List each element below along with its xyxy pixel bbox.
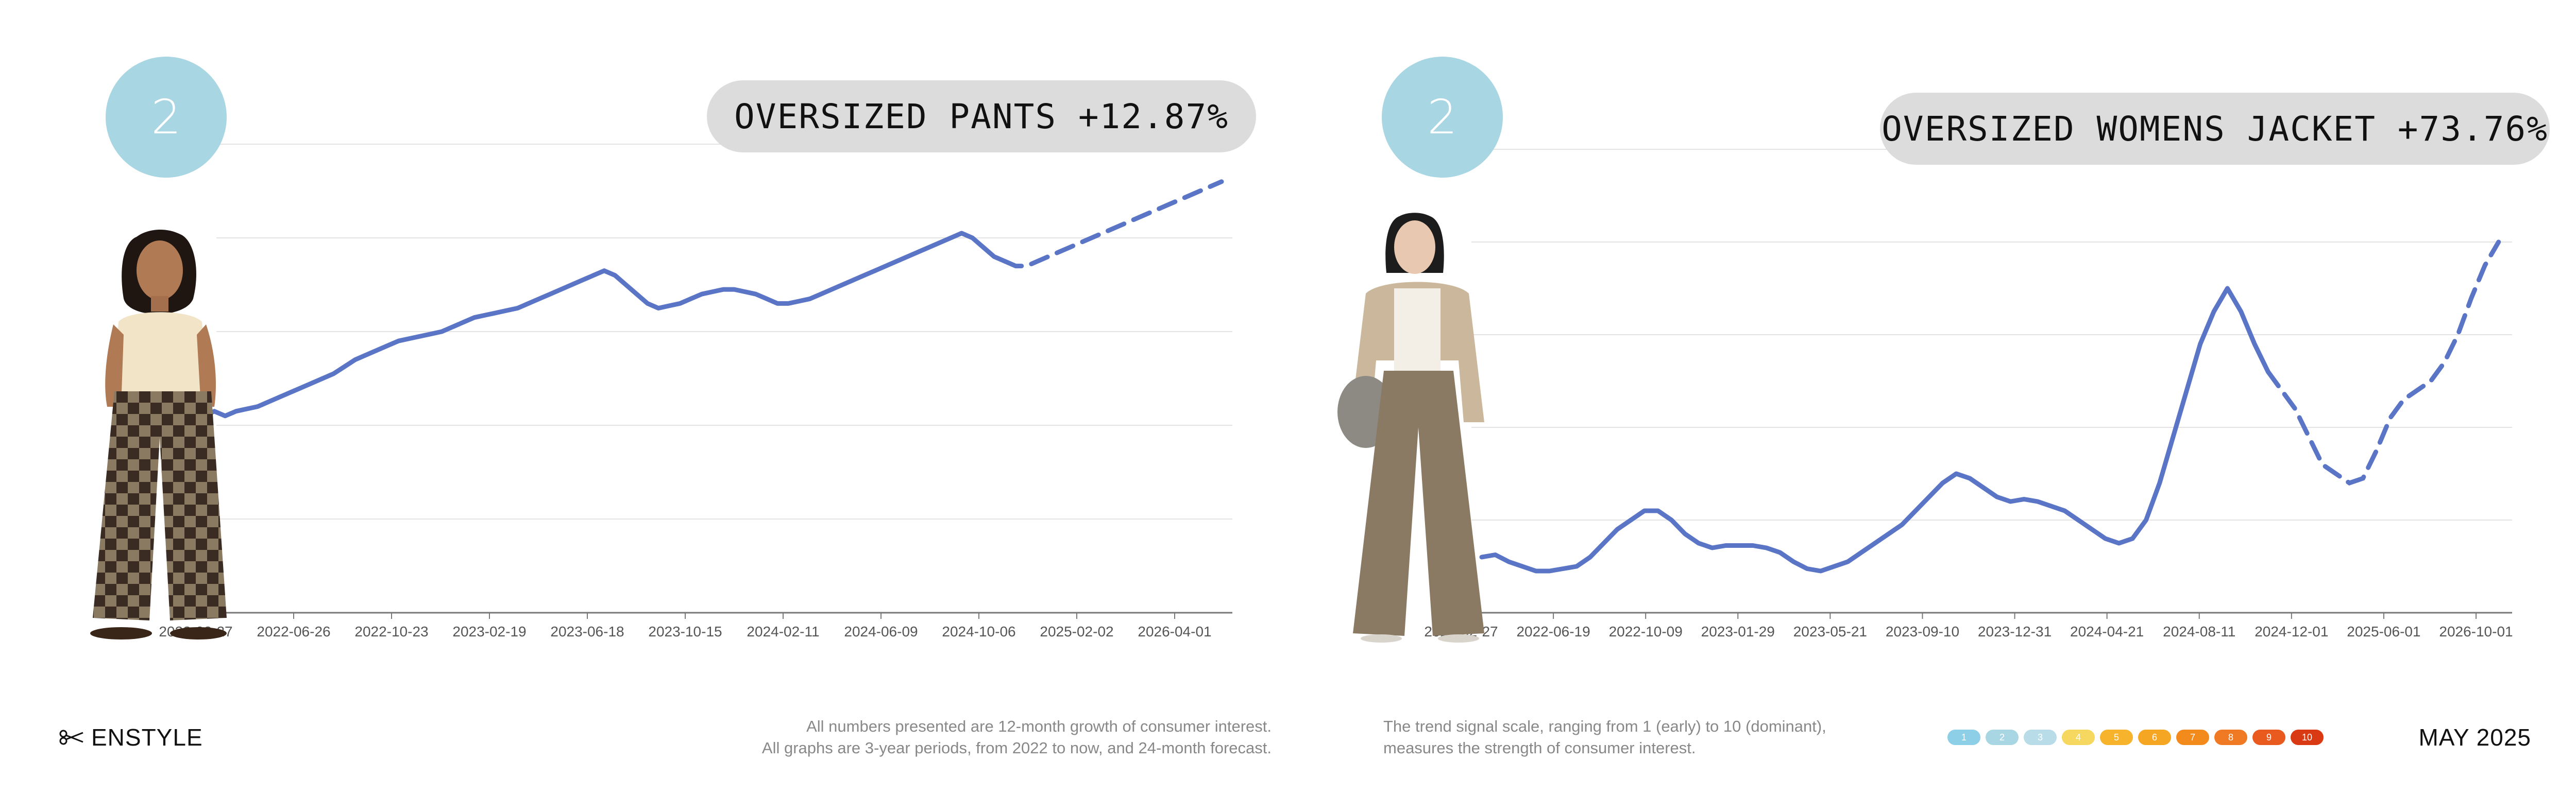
x-tick-label: 2026-04-01 (1138, 624, 1211, 640)
report-date: MAY 2025 (2418, 724, 2531, 751)
rank-badge: 2 (1382, 57, 1503, 178)
scale-chip: 5 (2100, 730, 2133, 745)
series-line-forecast (2265, 239, 2501, 486)
x-tick-label: 2023-12-31 (1978, 624, 2052, 640)
chart-panel-left: 2022-02-272022-06-262022-10-232023-02-19… (90, 57, 1256, 640)
x-tick-label: 2024-08-11 (2163, 624, 2235, 640)
chart-panel-right: 2022-02-272022-06-192022-10-092023-01-29… (1291, 0, 2576, 795)
x-tick-label: 2023-01-29 (1701, 624, 1775, 640)
x-tick-label: 2024-02-11 (747, 624, 819, 640)
chart-title-pill: OVERSIZED PANTS +12.87% (707, 80, 1256, 152)
x-tick-label: 2022-06-19 (1516, 624, 1590, 640)
trend-signal-scale: 1 2 3 4 5 6 7 8 9 10 (1947, 730, 2324, 745)
x-tick-label: 2026-10-01 (2439, 624, 2513, 640)
scale-chip: 1 (1947, 730, 1980, 745)
x-tick-label: 2024-04-21 (2070, 624, 2144, 640)
x-tick-label: 2022-10-09 (1609, 624, 1683, 640)
x-tick-label: 2023-09-10 (1886, 624, 1959, 640)
x-tick-label: 2024-06-09 (844, 624, 918, 640)
model-image-plaid-pants (90, 229, 227, 640)
footnote-left: All numbers presented are 12-month growt… (762, 716, 1272, 759)
x-tick-label: 2023-05-21 (1793, 624, 1867, 640)
scale-chip: 6 (2138, 730, 2171, 745)
brand-name: ENSTYLE (91, 724, 203, 751)
x-tick-label: 2024-10-06 (942, 624, 1015, 640)
series-line-historical (201, 231, 1008, 419)
footnote-left-line-2: All graphs are 3-year periods, from 2022… (761, 739, 1272, 757)
footnote-right: The trend signal scale, ranging from 1 (… (1383, 716, 1826, 759)
series-line-forecast (1003, 179, 1224, 269)
rank-badge: 2 (106, 57, 227, 178)
footnote-right-line-1: The trend signal scale, ranging from 1 (… (1383, 717, 1826, 735)
x-tick-label: 2023-06-18 (550, 624, 624, 640)
brand-logo: ENSTYLE (59, 723, 203, 751)
x-tick-label: 2022-10-23 (354, 624, 428, 640)
x-tick-label: 2025-06-01 (2347, 624, 2420, 640)
footnote-left-line-1: All numbers presented are 12-month growt… (806, 717, 1272, 735)
scale-chip: 4 (2062, 730, 2095, 745)
x-tick-label: 2023-02-19 (452, 624, 526, 640)
scale-chip: 9 (2252, 730, 2285, 745)
model-image-jacket (1337, 213, 1484, 643)
scale-chip: 3 (2024, 730, 2057, 745)
scale-chip: 8 (2214, 730, 2247, 745)
scale-chip: 2 (1986, 730, 2019, 745)
scissors-icon (59, 730, 83, 745)
line-chart-oversized-pants: 2022-02-272022-06-262022-10-232023-02-19… (159, 144, 1232, 640)
x-tick-label: 2022-06-26 (257, 624, 330, 640)
x-tick-label: 2023-10-15 (648, 624, 722, 640)
x-tick-label: 2024-12-01 (2255, 624, 2328, 640)
x-tick-label: 2025-02-02 (1040, 624, 1113, 640)
chart-title-pill: OVERSIZED WOMENS JACKET +73.76% (1880, 93, 2550, 165)
series-line-historical (1479, 286, 2270, 574)
scale-chip: 7 (2176, 730, 2209, 745)
scale-chip: 10 (2291, 730, 2324, 745)
footnote-right-line-2: measures the strength of consumer intere… (1383, 739, 1696, 757)
line-chart-oversized-womens-jacket: 2022-02-272022-06-192022-10-092023-01-29… (1424, 149, 2513, 640)
